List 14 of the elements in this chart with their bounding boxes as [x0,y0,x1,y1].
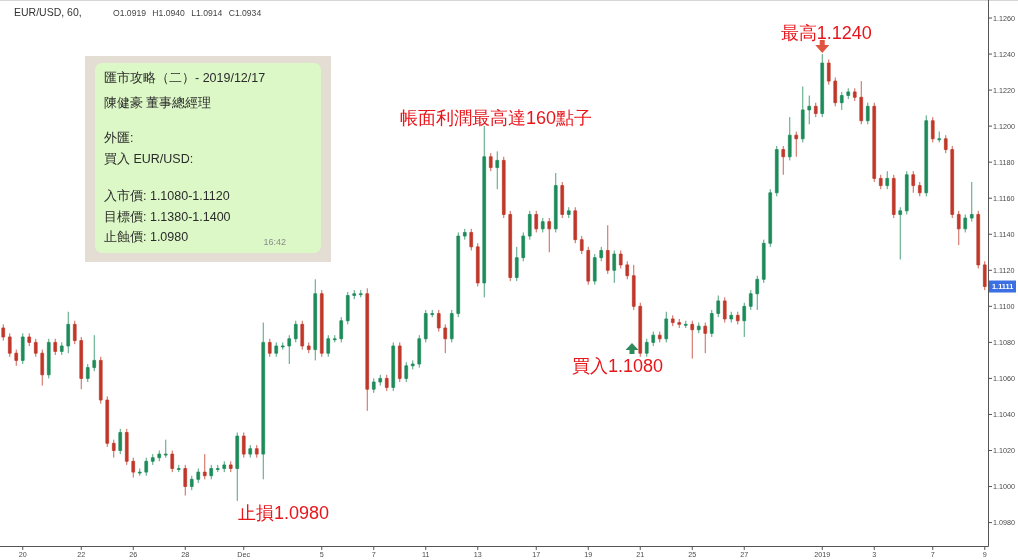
annotation: 買入1.1080 [571,356,663,376]
annotation: 最高1.1240 [780,23,872,44]
annotation: 16:42 [263,237,286,247]
annotation: 匯市攻略（二）- 2019/12/17 [104,71,266,85]
annotation: 陳健豪 董事總經理 [104,96,212,110]
annotation: 買入 EUR/USD: [104,152,194,166]
text: O1.0919 H1.0940 L1.0914 C1.0934 [113,8,262,18]
annotation: 外匯: [104,131,134,145]
annotation: 止損1.0980 [238,503,330,523]
annotation: 目標價: 1.1380-1.1400 [104,210,231,224]
text: EUR/USD, 60, [14,6,82,18]
annotation: 止蝕價: 1.0980 [104,230,189,244]
annotation: 帳面利潤最高達160點子 [399,108,593,128]
annotation: 入市價: 1.1080-1.1120 [104,189,230,203]
